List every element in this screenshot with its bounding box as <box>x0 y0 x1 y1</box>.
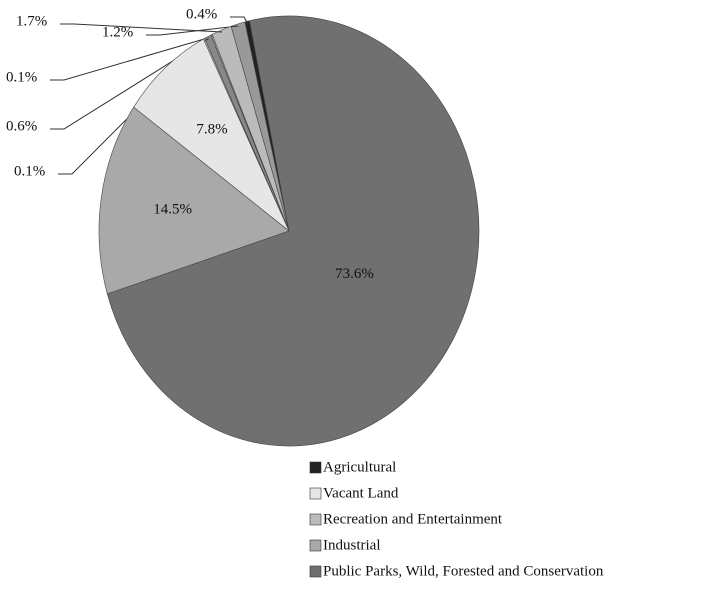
legend-swatch <box>309 461 322 474</box>
data-label: 0.1% <box>6 69 37 85</box>
legend-swatch <box>309 539 322 552</box>
leader-line <box>50 36 213 81</box>
leader-line <box>50 38 209 130</box>
pie-slice <box>106 15 480 447</box>
legend-label: Vacant Land <box>323 485 399 501</box>
data-label: 73.6% <box>335 266 374 282</box>
legend-swatch <box>309 513 322 526</box>
legend-label: Industrial <box>323 537 381 553</box>
pie-slice <box>133 38 290 232</box>
leader-line <box>146 25 239 36</box>
legend-label: Public Parks, Wild, Forested and Conserv… <box>323 563 604 579</box>
legend-swatch <box>309 565 322 578</box>
leader-line <box>230 16 249 24</box>
leader-line <box>60 23 223 33</box>
data-label: 0.6% <box>6 118 37 134</box>
legend-swatch <box>309 487 322 500</box>
data-label: 1.2% <box>102 24 133 40</box>
data-label: 0.4% <box>186 6 217 22</box>
data-label: 0.1% <box>14 163 45 179</box>
legend-label: Agricultural <box>323 459 396 475</box>
data-label: 7.8% <box>196 122 227 138</box>
data-label: 1.7% <box>16 13 47 29</box>
legend-label: Recreation and Entertainment <box>323 511 503 527</box>
data-label: 14.5% <box>153 201 192 217</box>
